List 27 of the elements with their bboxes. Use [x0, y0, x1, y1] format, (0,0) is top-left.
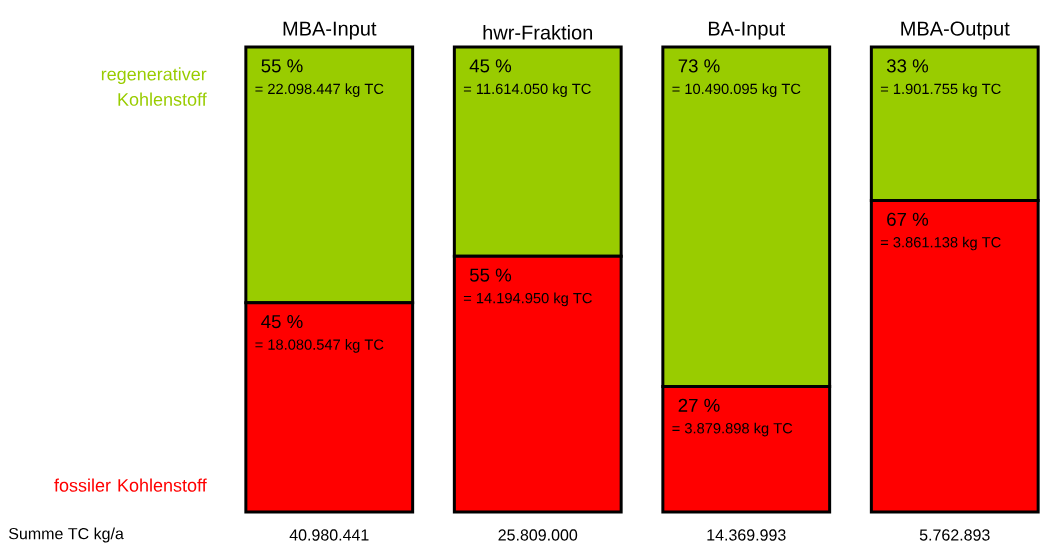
data-label: 33 % [886, 59, 929, 73]
data-label: 45 % [261, 315, 303, 329]
data-label: 55 % [261, 59, 303, 73]
annotation: = 3.879.898 kg TC [672, 422, 793, 437]
data-label: 45 % [469, 59, 512, 73]
annotation: = 1.901.755 kg TC [880, 83, 1001, 97]
x-tick-label: hwr-Fraktion [483, 24, 593, 40]
text: 5.762.893 [919, 529, 990, 541]
x-tick-label: MBA-Output [901, 21, 1010, 40]
annotation: = 3.861.138 kg TC [880, 236, 1001, 251]
data-label: 27 % [678, 398, 720, 412]
text: fossiler Kohlenstoff [54, 478, 207, 492]
text: regenerativer Kohlenstoff [101, 67, 207, 106]
data-label: 55 % [469, 268, 512, 282]
text: 40.980.441 [289, 529, 369, 541]
text: 14.369.993 [707, 529, 786, 541]
data-label: 73 % [678, 59, 720, 73]
x-tick-label: BA-Input [708, 21, 786, 40]
text: Summe TC kg/a [9, 527, 124, 543]
annotation: = 14.194.950 kg TC [463, 292, 592, 307]
x-tick-label: MBA-Input [283, 21, 377, 40]
text: 25.809.000 [498, 529, 578, 541]
annotation: = 18.080.547 kg TC [255, 339, 384, 353]
annotation: = 10.490.095 kg TC [672, 83, 801, 97]
data-label: 67 % [887, 212, 929, 226]
annotation: = 11.614.050 kg TC [463, 83, 591, 97]
annotation: = 22.098.447 kg TC [255, 83, 384, 97]
